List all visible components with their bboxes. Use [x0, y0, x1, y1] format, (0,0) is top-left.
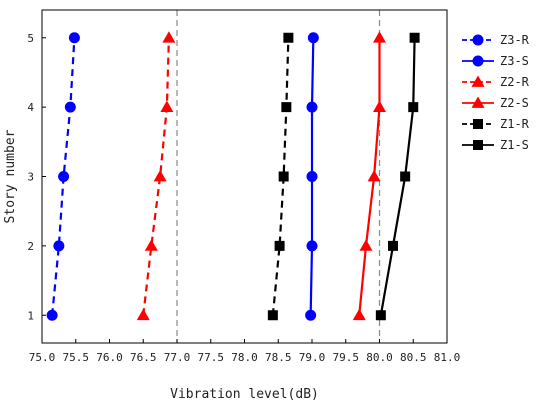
y-axis-title: Story number — [3, 129, 18, 223]
legend-item: Z3-R — [462, 33, 530, 47]
data-series — [46, 31, 420, 321]
data-point — [274, 240, 285, 251]
legend-label: Z3-R — [500, 33, 530, 47]
y-tick-label: 3 — [27, 171, 34, 184]
data-point — [144, 239, 158, 251]
x-tick-label: 78.5 — [265, 351, 292, 364]
data-point — [375, 310, 386, 321]
data-point — [306, 101, 318, 113]
series-line — [51, 37, 76, 316]
data-point — [471, 96, 485, 108]
legend: Z3-R Z3-S Z2-R Z2-S Z1-R Z1-S — [462, 33, 530, 152]
legend-label: Z2-R — [500, 75, 530, 89]
data-point — [408, 102, 419, 113]
data-point — [471, 75, 485, 87]
series-z3-r — [46, 32, 80, 321]
data-point — [306, 171, 318, 182]
series-z1-s — [375, 32, 420, 321]
x-tick-label: 80.5 — [400, 351, 427, 364]
series-z1-r — [267, 32, 294, 321]
data-point — [473, 119, 483, 129]
data-point — [162, 31, 176, 43]
data-point — [68, 32, 80, 44]
data-point — [58, 171, 70, 182]
legend-item: Z3-S — [462, 54, 529, 68]
series-z2-r — [136, 31, 176, 321]
legend-label: Z1-S — [500, 138, 529, 152]
series-z2-s — [352, 31, 386, 321]
data-point — [388, 240, 398, 251]
reference-lines — [176, 10, 381, 343]
legend-label: Z1-R — [500, 117, 530, 131]
x-tick-label: 79.0 — [299, 351, 326, 364]
legend-label: Z3-S — [500, 54, 529, 68]
data-point — [153, 170, 167, 182]
y-tick-label: 5 — [27, 32, 34, 45]
data-point — [473, 140, 483, 150]
series-line — [142, 37, 170, 316]
data-point — [373, 31, 386, 43]
y-tick-label: 4 — [27, 101, 34, 114]
data-point — [352, 308, 366, 321]
series-z3-s — [305, 32, 319, 321]
x-tick-label: 81.0 — [434, 351, 461, 364]
data-point — [53, 240, 65, 252]
legend-label: Z2-S — [500, 96, 529, 110]
y-axis-ticks: 1 2 3 4 5 — [27, 32, 46, 322]
x-tick-label: 77.0 — [164, 351, 191, 364]
x-axis-title: Vibration level(dB) — [170, 387, 319, 402]
data-point — [160, 100, 174, 112]
data-point — [136, 308, 150, 321]
x-tick-label: 75.0 — [29, 351, 56, 364]
data-point — [307, 32, 319, 44]
y-tick-label: 1 — [27, 309, 34, 322]
data-point — [472, 55, 484, 67]
data-point — [373, 100, 386, 112]
x-tick-label: 78.0 — [231, 351, 258, 364]
legend-item: Z1-S — [462, 138, 529, 152]
legend-item: Z2-R — [462, 75, 530, 89]
data-point — [283, 32, 294, 43]
data-point — [46, 309, 58, 321]
data-point — [409, 32, 420, 43]
x-tick-label: 76.5 — [130, 351, 157, 364]
data-point — [367, 170, 381, 182]
data-point — [306, 240, 318, 252]
x-tick-label: 79.5 — [333, 351, 360, 364]
data-point — [305, 309, 317, 321]
legend-item: Z2-S — [462, 96, 529, 110]
data-point — [472, 34, 484, 46]
data-point — [359, 239, 373, 251]
legend-item: Z1-R — [462, 117, 530, 131]
x-axis-ticks: 75.0 75.5 76.0 76.5 77.0 77.5 78.0 78.5 79.0 79.5… — [29, 339, 461, 364]
x-tick-label: 80.0 — [366, 351, 393, 364]
data-point — [400, 171, 411, 182]
plot-frame — [41, 9, 448, 344]
x-tick-label: 76.0 — [96, 351, 123, 364]
data-point — [64, 101, 76, 113]
y-tick-label: 2 — [27, 240, 34, 253]
x-tick-label: 75.5 — [63, 351, 90, 364]
series-line — [271, 37, 290, 316]
data-point — [267, 310, 278, 321]
x-tick-label: 77.5 — [198, 351, 225, 364]
data-point — [278, 171, 289, 182]
data-point — [281, 102, 292, 113]
